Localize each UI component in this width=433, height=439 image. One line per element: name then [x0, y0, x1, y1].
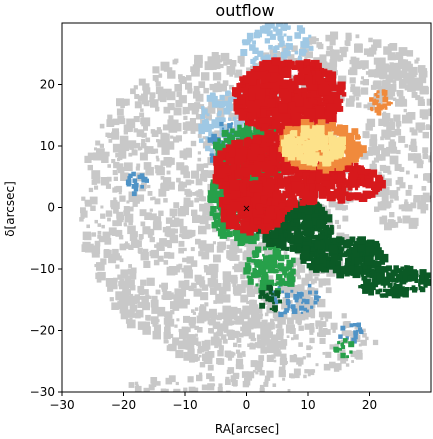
y-tick-label: −10 [30, 262, 55, 276]
x-axis: −30 −20 −10 0 10 20 [49, 392, 377, 412]
x-tick-label: −20 [111, 398, 136, 412]
green-clump-far [333, 338, 355, 359]
yellow-core [281, 125, 346, 167]
x-tick-label: −10 [172, 398, 197, 412]
y-axis-label: δ[arcsec] [3, 181, 17, 237]
gray-emission-right [360, 59, 431, 231]
blue-patch-south [270, 283, 321, 318]
darkgreen-tail-2 [299, 236, 389, 279]
y-tick-label: 0 [47, 201, 55, 215]
x-axis-label: RA[arcsec] [215, 422, 279, 436]
gray-emission-bottom [128, 371, 291, 392]
source-marker: × [242, 204, 250, 215]
x-tick-label: 0 [243, 398, 251, 412]
green-clump-south [258, 284, 283, 313]
blue-patch-left [125, 171, 149, 197]
red-lobe-west [218, 180, 287, 236]
orange-patch-east [369, 89, 393, 116]
y-tick-label: 20 [40, 78, 55, 92]
x-tick-label: 10 [300, 398, 315, 412]
y-tick-label: −30 [30, 385, 55, 399]
green-ridge-south [243, 242, 296, 295]
y-tick-label: −20 [30, 324, 55, 338]
red-lobe-east [306, 160, 386, 204]
y-tick-label: 10 [40, 139, 55, 153]
x-tick-label: −30 [49, 398, 74, 412]
darkgreen-tail-3 [358, 265, 431, 299]
plot-area: × [79, 23, 431, 392]
chart-title: outflow [215, 1, 274, 20]
y-axis: −30 −20 −10 0 10 20 [30, 78, 62, 399]
x-tick-label: 20 [362, 398, 377, 412]
blue-patch-southeast [338, 322, 364, 344]
